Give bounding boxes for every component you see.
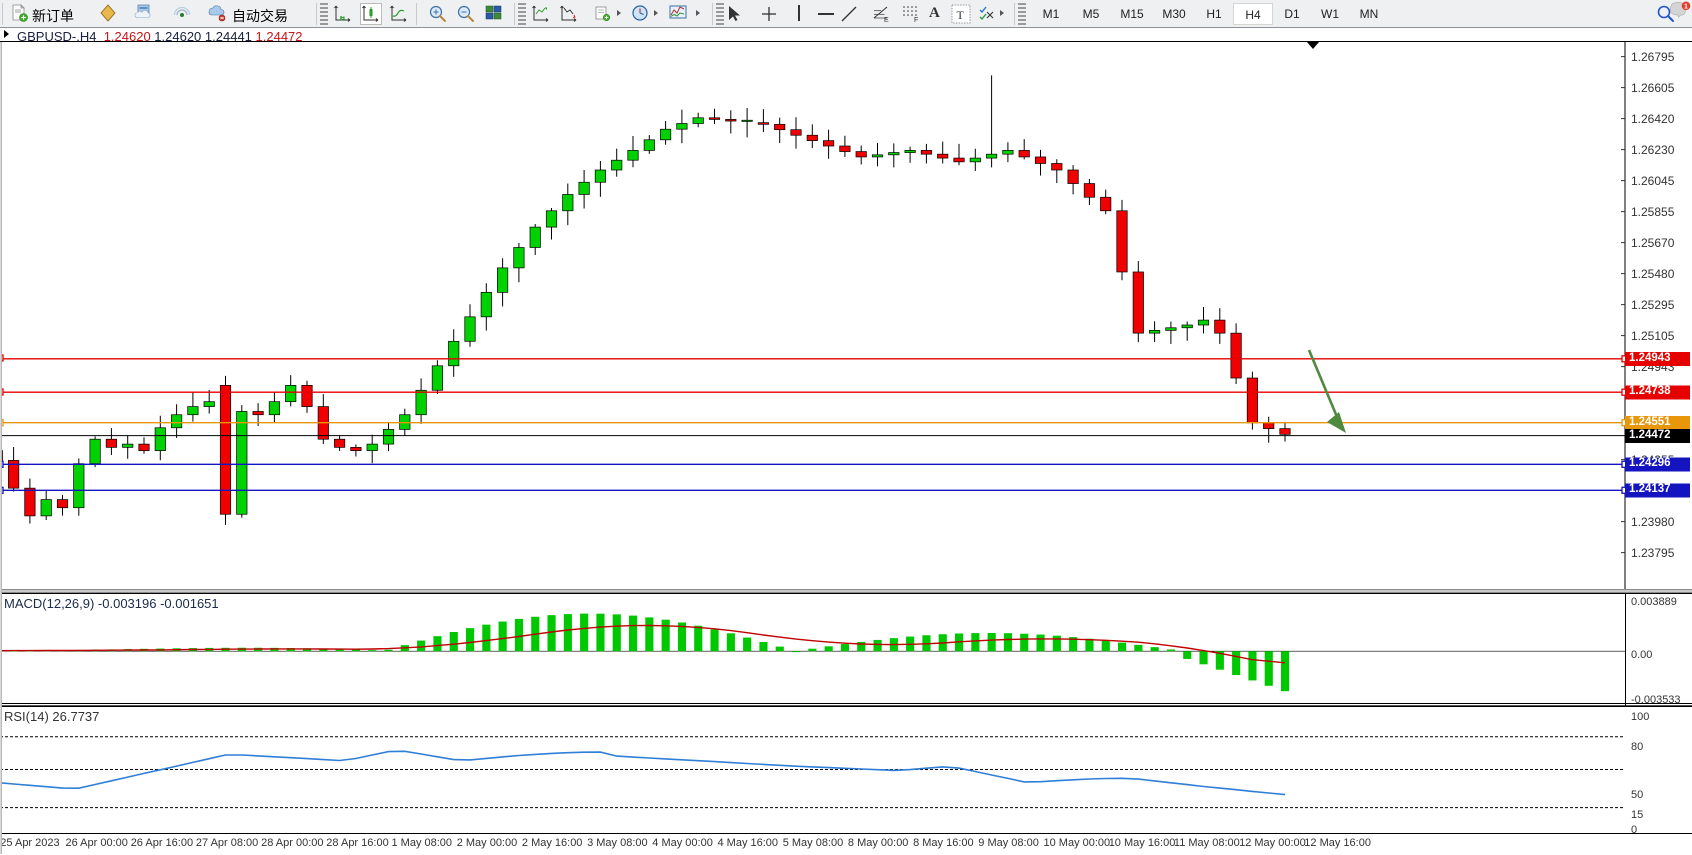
svg-text:E: E — [884, 17, 889, 24]
svg-text:1: 1 — [1684, 3, 1688, 10]
svg-text:F: F — [914, 17, 918, 24]
svg-text:T: T — [957, 8, 965, 22]
